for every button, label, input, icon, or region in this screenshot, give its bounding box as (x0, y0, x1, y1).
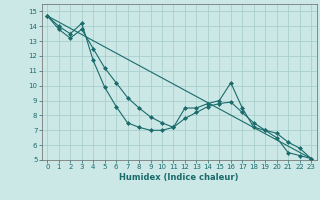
X-axis label: Humidex (Indice chaleur): Humidex (Indice chaleur) (119, 173, 239, 182)
